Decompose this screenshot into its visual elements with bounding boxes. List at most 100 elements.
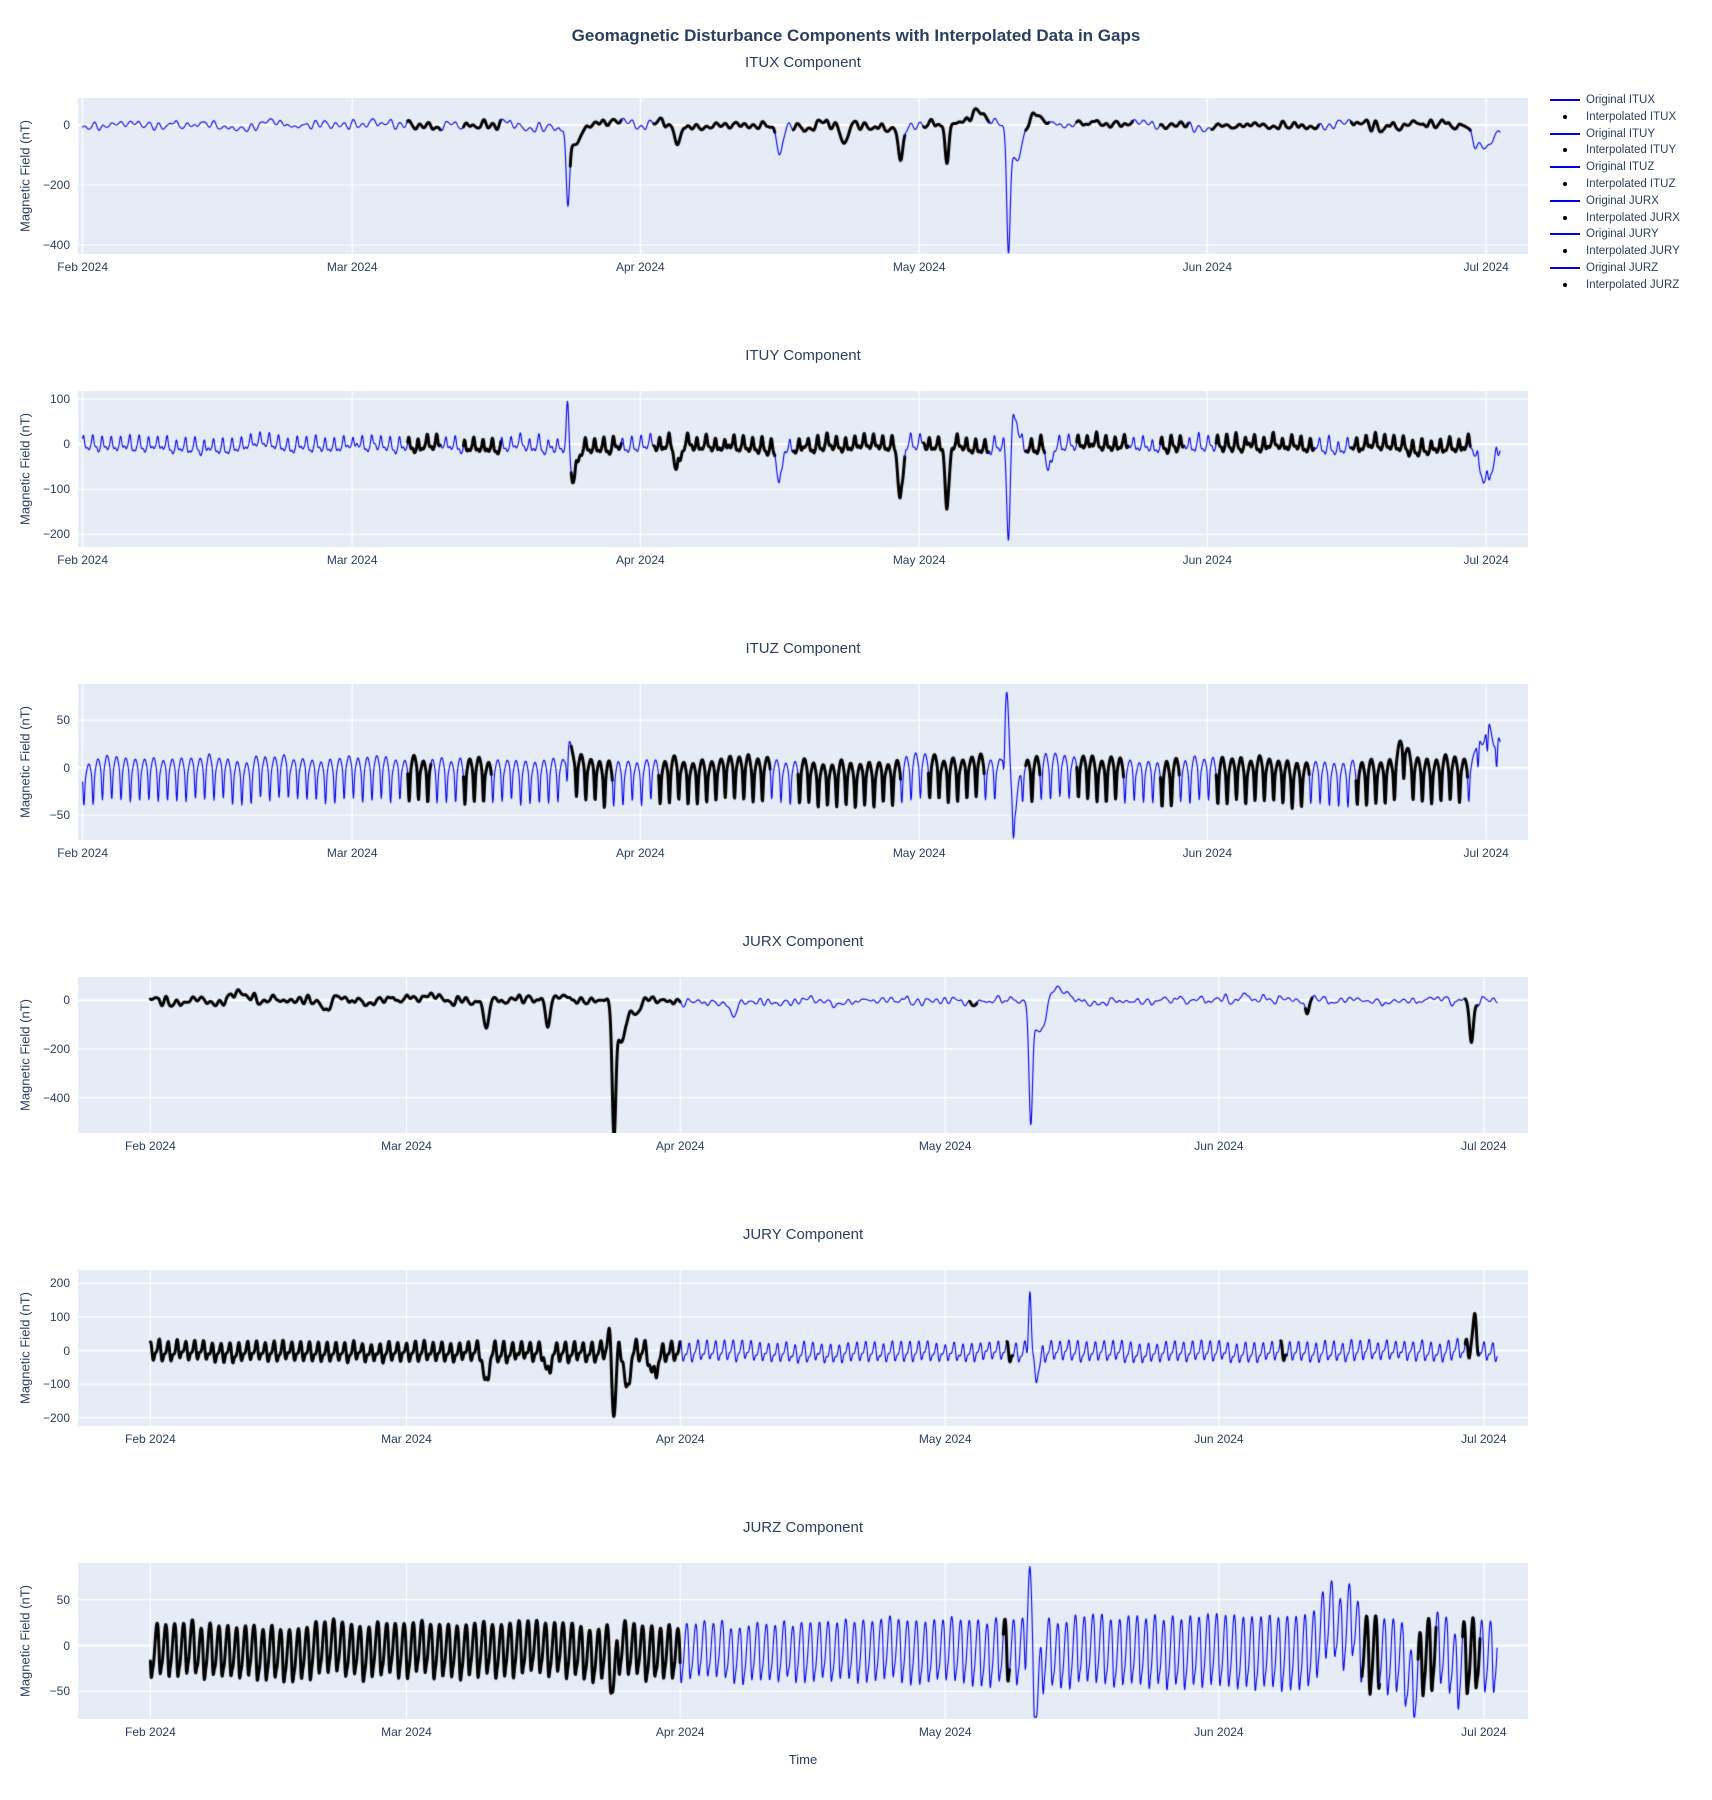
y-tick-label: −200	[42, 178, 70, 192]
x-tick-label: Feb 2024	[125, 1139, 176, 1153]
legend-item-original-ituy[interactable]: Original ITUY	[1548, 126, 1655, 142]
subplot-jurx: JURX Component Magnetic Field (nT) 0 −200…	[0, 933, 1712, 1173]
y-tick-label: −100	[42, 482, 70, 497]
legend-marker-sample-icon	[1548, 249, 1582, 254]
plot-canvas-jurz[interactable]	[78, 1563, 1528, 1719]
legend-item-label: Interpolated ITUX	[1586, 110, 1677, 123]
x-tick-label: Apr 2024	[615, 846, 665, 860]
y-tick-label: 100	[49, 392, 70, 407]
legend-line-sample-icon	[1548, 233, 1582, 236]
x-tick-label: May 2024	[892, 260, 946, 274]
x-tick-label: Jul 2024	[1463, 846, 1509, 860]
x-tick-label: Mar 2024	[326, 260, 378, 274]
x-tick-label: Jul 2024	[1463, 553, 1509, 567]
x-tick-label: May 2024	[892, 846, 946, 860]
y-tick-label: 0	[63, 118, 70, 132]
x-tick-label: Jul 2024	[1461, 1725, 1507, 1739]
x-tick-label: Feb 2024	[125, 1432, 176, 1446]
legend-marker-sample-icon	[1548, 215, 1582, 220]
x-tick-label: May 2024	[918, 1139, 972, 1153]
plot-canvas-ituz[interactable]	[78, 684, 1528, 840]
legend-item-label: Interpolated ITUY	[1586, 144, 1677, 157]
y-tick-label: −50	[49, 1684, 70, 1699]
x-tick-label: Apr 2024	[615, 260, 665, 274]
subplot-title: ITUZ Component	[745, 640, 861, 657]
y-tick-label: −50	[49, 808, 70, 823]
y-tick-label: −200	[42, 1041, 70, 1056]
legend-item-original-jurx[interactable]: Original JURX	[1548, 193, 1659, 209]
legend-item-label: Original ITUZ	[1586, 161, 1655, 174]
x-tick-label: Mar 2024	[381, 1432, 432, 1446]
legend-item-interpolated-jurx[interactable]: Interpolated JURX	[1548, 210, 1680, 226]
legend-item-interpolated-jurz[interactable]: Interpolated JURZ	[1548, 277, 1679, 293]
y-tick-label: −200	[42, 527, 70, 542]
x-tick-label: Jun 2024	[1182, 260, 1232, 274]
y-tick-label: 0	[63, 760, 70, 775]
legend-line-sample-icon	[1548, 132, 1582, 135]
legend-marker-sample-icon	[1548, 114, 1582, 119]
subplot-title: ITUY Component	[745, 347, 861, 364]
x-tick-label: Apr 2024	[615, 553, 665, 567]
y-tick-label: 50	[56, 1592, 70, 1607]
x-tick-label: Apr 2024	[655, 1432, 705, 1446]
legend-item-interpolated-ituz[interactable]: Interpolated ITUZ	[1548, 176, 1675, 192]
legend-item-label: Interpolated ITUZ	[1586, 178, 1676, 190]
plot-canvas-itux[interactable]	[78, 98, 1528, 254]
legend-line-sample-icon	[1548, 166, 1582, 169]
subplot-jurz: JURZ Component Magnetic Field (nT) 50 0 −5…	[0, 1519, 1712, 1759]
x-tick-label: Feb 2024	[125, 1725, 176, 1739]
x-tick-label: Jun 2024	[1194, 1432, 1244, 1446]
legend-item-original-jurz[interactable]: Original JURZ	[1548, 260, 1658, 276]
x-tick-label: Feb 2024	[57, 553, 108, 567]
y-tick-label: −400	[42, 1090, 70, 1105]
legend-item-original-itux[interactable]: Original ITUX	[1548, 92, 1655, 108]
x-tick-label: Jun 2024	[1194, 1139, 1244, 1153]
legend-item-label: Interpolated JURZ	[1586, 278, 1680, 291]
legend-marker-sample-icon	[1548, 182, 1582, 186]
x-tick-label: Mar 2024	[381, 1139, 432, 1153]
subplot-jury: JURY Component Magnetic Field (nT) 200 10…	[0, 1226, 1712, 1466]
y-tick-label: −400	[42, 238, 70, 252]
x-tick-label: May 2024	[918, 1432, 972, 1446]
legend-item-original-jury[interactable]: Original JURY	[1548, 226, 1659, 242]
legend-item-label: Original JURZ	[1586, 262, 1659, 274]
x-tick-label: Mar 2024	[381, 1725, 432, 1739]
y-tick-label: 100	[49, 1309, 70, 1324]
y-axis-label: Magnetic Field (nT)	[17, 413, 33, 525]
legend-line-sample-icon	[1548, 99, 1582, 101]
subplot-ituz: ITUZ Component Magnetic Field (nT) 50 0 −5…	[0, 640, 1712, 880]
y-tick-label: 50	[56, 713, 70, 728]
legend-item-label: Interpolated JURY	[1586, 245, 1680, 258]
legend-marker-sample-icon	[1548, 282, 1582, 287]
y-tick-label: −200	[42, 1410, 70, 1425]
legend-item-label: Original ITUX	[1586, 94, 1656, 106]
y-tick-label: 0	[63, 1343, 70, 1358]
plot-canvas-jury[interactable]	[78, 1270, 1528, 1426]
subplot-itux: ITUX Component Magnetic Field (nT) 0 −200…	[0, 54, 1712, 294]
legend-line-sample-icon	[1548, 267, 1582, 269]
plot-canvas-jurx[interactable]	[78, 977, 1528, 1133]
legend-item-interpolated-itux[interactable]: Interpolated ITUX	[1548, 109, 1676, 125]
x-tick-label: Jun 2024	[1182, 846, 1232, 860]
legend-item-interpolated-ituy[interactable]: Interpolated ITUY	[1548, 142, 1676, 158]
x-tick-label: Feb 2024	[57, 846, 108, 860]
legend-item-label: Original ITUY	[1586, 127, 1656, 140]
y-tick-label: −100	[42, 1377, 70, 1392]
plot-canvas-ituy[interactable]	[78, 391, 1528, 547]
subplot-title: JURX Component	[742, 933, 864, 950]
legend-item-original-ituz[interactable]: Original ITUZ	[1548, 159, 1654, 175]
legend-item-label: Original JURX	[1586, 194, 1659, 207]
y-tick-label: 0	[63, 1638, 70, 1653]
legend-item-interpolated-jury[interactable]: Interpolated JURY	[1548, 243, 1680, 259]
x-tick-label: Mar 2024	[326, 553, 378, 567]
x-tick-label: Jun 2024	[1182, 553, 1232, 567]
y-tick-label: 0	[63, 993, 70, 1008]
x-tick-label: May 2024	[918, 1725, 972, 1739]
legend-line-sample-icon	[1548, 199, 1582, 202]
x-tick-label: Mar 2024	[326, 846, 378, 860]
x-tick-label: Jul 2024	[1463, 260, 1509, 274]
x-tick-label: Jul 2024	[1461, 1432, 1507, 1446]
x-axis-title: Time	[788, 1752, 818, 1767]
figure-title: Geomagnetic Disturbance Components with …	[571, 26, 1141, 45]
